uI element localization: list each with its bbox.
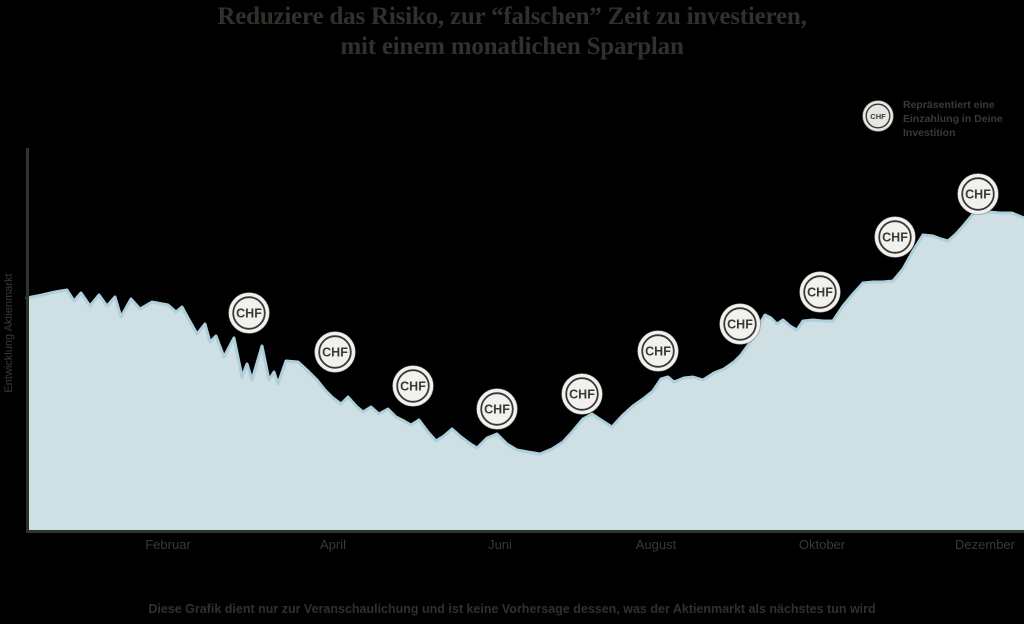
x-axis-label: Februar [145, 537, 191, 552]
chf-coin-icon: CHF [862, 100, 894, 132]
chf-coin-marker [476, 388, 518, 430]
x-axis-label: April [320, 537, 346, 552]
chf-coin-marker [957, 173, 999, 215]
chf-coin-label: CHF [236, 307, 262, 321]
x-axis-label: Juni [488, 537, 512, 552]
legend-text: Repräsentiert eine Einzahlung in Deine I… [903, 99, 1003, 139]
page-title: Reduziere das Risiko, zur “falschen” Zei… [0, 2, 1024, 62]
chf-coin-marker [719, 303, 761, 345]
chf-coin-ring [961, 177, 995, 211]
chf-coin-ring [878, 220, 912, 254]
x-axis-label: Dezember [955, 537, 1016, 552]
chart-legend: CHF Repräsentiert eine Einzahlung in Dei… [861, 99, 1024, 141]
legend-coin-label: CHF [870, 112, 886, 121]
chf-coin-ring [318, 335, 352, 369]
chf-coin-ring [641, 334, 675, 368]
x-axis-label: August [636, 537, 677, 552]
market-line [25, 208, 1024, 456]
chf-coin-ring [396, 369, 430, 403]
chf-coin-label: CHF [484, 403, 510, 417]
chf-coin-label: CHF [569, 388, 595, 402]
chf-coin-label: CHF [322, 346, 348, 360]
chf-coin-label: CHF [400, 380, 426, 394]
chf-coin-marker [874, 216, 916, 258]
chf-coin-label: CHF [727, 318, 753, 332]
chf-coin-label: CHF [965, 188, 991, 202]
chf-coin-marker [314, 331, 356, 373]
chf-coin-ring [480, 392, 514, 426]
disclaimer-text: Diese Grafik dient nur zur Veranschaulic… [148, 602, 876, 616]
chf-coin-marker [392, 365, 434, 407]
title-line-2: mit einem monatlichen Sparplan [340, 33, 684, 60]
chf-coin-ring [723, 307, 757, 341]
chf-coin-marker [799, 271, 841, 313]
chf-coin-label: CHF [807, 286, 833, 300]
x-axis-label: Oktober [799, 537, 846, 552]
chf-coin-ring [232, 296, 266, 330]
chf-coin-marker [228, 292, 270, 334]
chf-coin-ring [803, 275, 837, 309]
chf-coin-marker [561, 373, 603, 415]
market-area [27, 210, 1024, 530]
chf-coin-label: CHF [882, 231, 908, 245]
chf-coin-marker [637, 330, 679, 372]
chf-coin-ring [565, 377, 599, 411]
chf-coin-label: CHF [645, 345, 671, 359]
title-line-1: Reduziere das Risiko, zur “falschen” Zei… [217, 3, 807, 30]
